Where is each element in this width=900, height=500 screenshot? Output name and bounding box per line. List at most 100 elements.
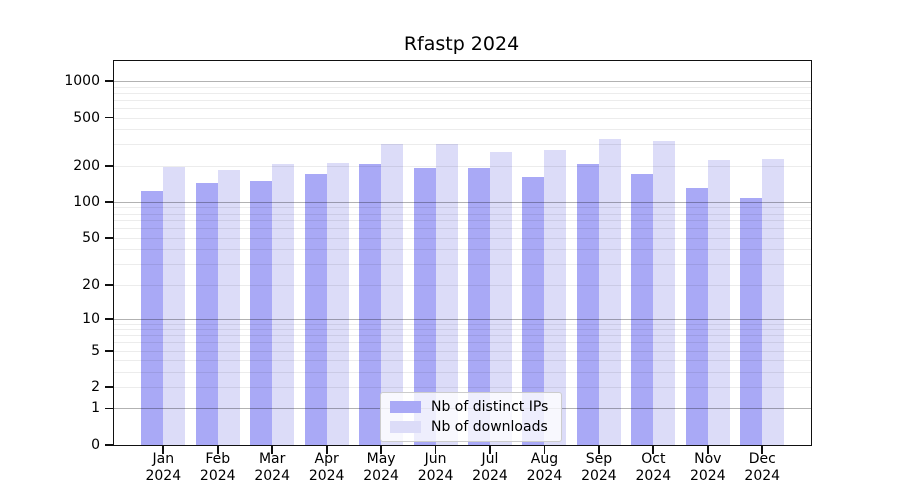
x-tick-label-feb: Feb 2024 (188, 451, 248, 485)
x-tick-mark-feb (216, 446, 219, 454)
x-tick-mark-nov (706, 446, 709, 454)
y-gridline-minor-800 (114, 92, 811, 94)
y-gridline-minor-6 (114, 342, 811, 344)
bar-distinct-ips-jul (468, 167, 490, 445)
bar-distinct-ips-apr (304, 173, 327, 445)
y-tick-label-10: 10 (82, 310, 100, 327)
y-tick-label-2: 2 (91, 379, 100, 396)
x-tick-month: Jan (152, 451, 175, 467)
x-tick-label-oct: Oct 2024 (623, 451, 683, 485)
bar-downloads-aug (544, 149, 567, 445)
x-tick-month: Nov (694, 451, 722, 467)
x-tick-year: 2024 (744, 468, 781, 484)
y-tick-mark-1 (105, 407, 113, 410)
x-tick-label-aug: Aug 2024 (514, 451, 574, 485)
y-gridline-minor-2 (114, 387, 811, 389)
x-tick-mark-may (380, 446, 382, 454)
y-gridline-minor-600 (114, 107, 811, 109)
chart-title: Rfastp 2024 (403, 33, 520, 55)
y-gridline-minor-8 (114, 329, 811, 331)
y-gridline-minor-900 (114, 86, 811, 88)
plot-area: Nb of distinct IPs Nb of downloads 0 1 2 5 1… (64, 60, 812, 484)
bar-downloads-mar (272, 164, 295, 445)
bar-distinct-ips-dec (740, 198, 763, 445)
y-tick-label-50: 50 (82, 229, 100, 246)
x-tick-label-sep: Sep 2024 (569, 451, 629, 485)
x-tick-mark-oct (652, 446, 655, 454)
bar-downloads-oct (653, 141, 676, 445)
y-tick-mark-10 (105, 317, 113, 320)
y-gridline-minor-9 (114, 323, 811, 325)
x-tick-year: 2024 (581, 468, 617, 484)
bar-downloads-dec (762, 159, 785, 445)
x-tick-year: 2024 (635, 468, 672, 484)
x-tick-label-jan: Jan 2024 (133, 451, 193, 485)
x-tick-label-mar: Mar 2024 (242, 451, 302, 485)
y-tick-mark-50 (105, 236, 113, 239)
x-tick-year: 2024 (254, 468, 290, 484)
legend-swatch-distinct-ips (390, 401, 421, 413)
y-tick-mark-100 (105, 200, 113, 203)
y-gridline-minor-3 (114, 371, 811, 373)
x-tick-month: Apr (314, 451, 339, 467)
x-tick-label-dec: Dec 2024 (732, 451, 792, 485)
y-gridline-minor-40 (114, 249, 811, 251)
y-tick-label-1: 1 (91, 400, 100, 417)
x-tick-year: 2024 (199, 468, 236, 484)
legend-item-distinct-ips: Nb of distinct IPs (390, 399, 552, 415)
bar-downloads-jan (163, 166, 186, 445)
bar-downloads-sep (598, 139, 621, 445)
legend-label-distinct-ips: Nb of distinct IPs (431, 399, 549, 415)
x-tick-mark-jan (162, 446, 165, 454)
x-tick-month: Mar (258, 451, 286, 467)
y-tick-label-500: 500 (73, 109, 100, 126)
y-gridline-minor-60 (114, 228, 811, 230)
y-gridline-major-10 (114, 318, 811, 320)
y-gridline-major-1000 (114, 81, 811, 83)
x-tick-year: 2024 (145, 468, 182, 484)
bar-distinct-ips-aug (522, 176, 545, 445)
y-tick-label-200: 200 (73, 157, 100, 174)
bar-distinct-ips-may (359, 163, 382, 445)
y-gridline-minor-4 (114, 360, 811, 362)
y-tick-mark-2 (105, 386, 113, 389)
y-gridline-minor-300 (114, 144, 811, 146)
legend-swatch-downloads (390, 421, 421, 433)
x-tick-year: 2024 (363, 468, 399, 484)
y-gridline-minor-70 (114, 220, 811, 222)
x-tick-year: 2024 (417, 468, 454, 484)
x-tick-label-apr: Apr 2024 (297, 451, 357, 485)
x-tick-month: Jul (481, 451, 499, 467)
bar-distinct-ips-oct (631, 173, 654, 445)
x-tick-mark-jun (434, 446, 437, 454)
y-tick-label-0: 0 (91, 437, 100, 453)
y-gridline-major-100 (114, 201, 811, 203)
y-gridline-minor-700 (114, 99, 811, 101)
y-gridline-minor-200 (114, 165, 811, 167)
x-tick-mark-apr (325, 446, 328, 454)
x-tick-year: 2024 (526, 468, 563, 484)
x-tick-month: Sep (585, 451, 613, 467)
bar-distinct-ips-sep (576, 164, 599, 445)
x-tick-label-may: May 2024 (351, 451, 411, 485)
bar-downloads-apr (326, 163, 349, 445)
x-tick-year: 2024 (308, 468, 345, 484)
bar-downloads-jul (490, 152, 512, 445)
y-tick-mark-20 (105, 283, 113, 286)
y-gridline-minor-20 (114, 284, 811, 286)
y-gridline-minor-500 (114, 117, 811, 119)
y-gridline-minor-50 (114, 237, 811, 239)
y-gridline-minor-5 (114, 350, 811, 352)
bar-distinct-ips-jan (141, 190, 164, 445)
y-tick-label-1000: 1000 (64, 73, 100, 90)
x-tick-month: Jun (424, 451, 447, 467)
x-tick-month: Feb (205, 451, 231, 467)
x-tick-month: Aug (530, 451, 559, 467)
x-tick-mark-aug (543, 446, 546, 454)
bar-downloads-nov (707, 159, 730, 445)
x-tick-label-jun: Jun 2024 (406, 451, 466, 485)
y-tick-label-20: 20 (82, 276, 100, 293)
y-tick-mark-5 (105, 349, 113, 352)
y-tick-mark-1000 (105, 80, 113, 82)
